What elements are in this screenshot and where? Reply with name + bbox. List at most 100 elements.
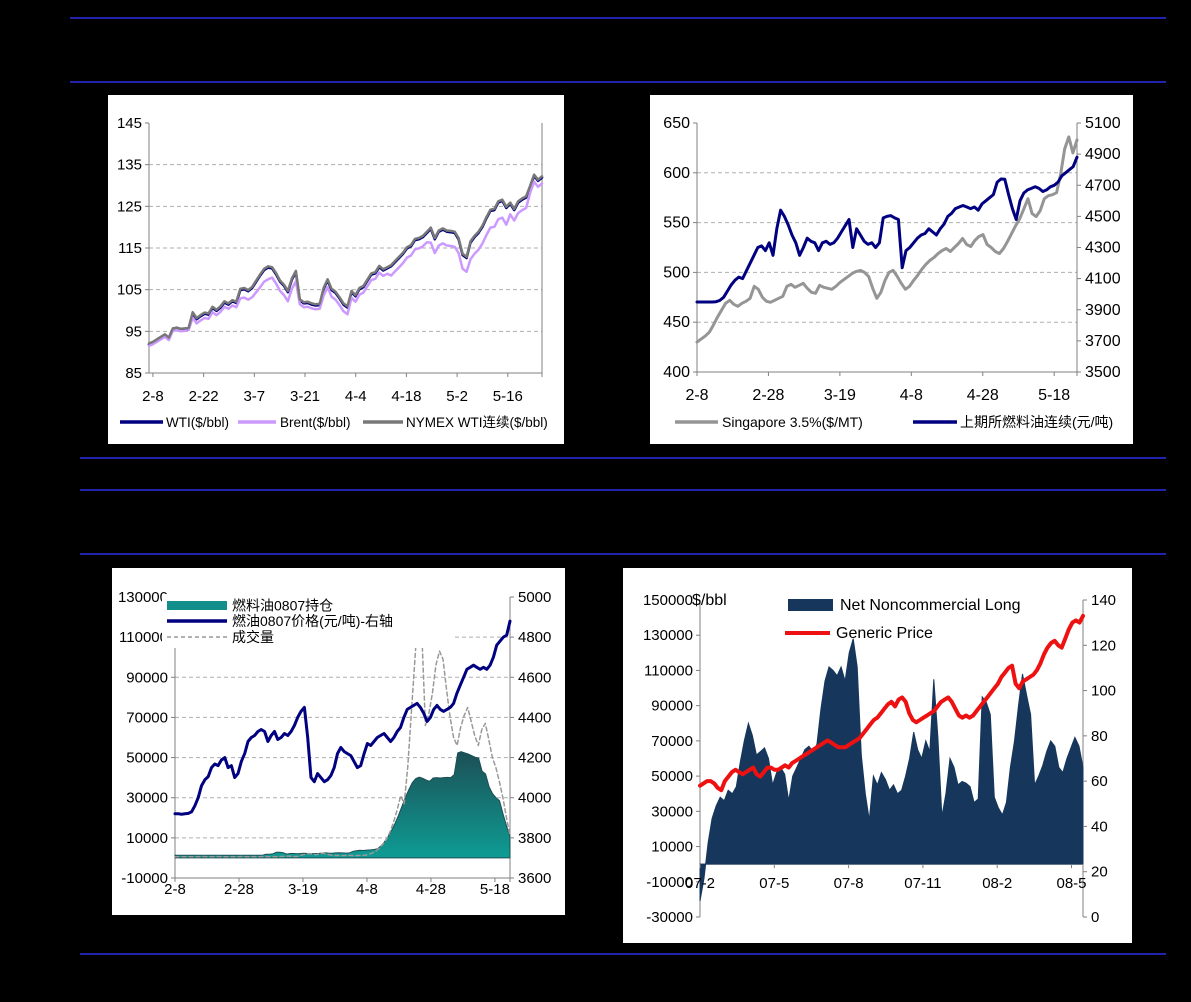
svg-text:08-5: 08-5 bbox=[1056, 875, 1086, 892]
separator-mid-3 bbox=[80, 553, 1166, 555]
svg-text:07-8: 07-8 bbox=[834, 875, 864, 892]
svg-text:50000: 50000 bbox=[126, 750, 168, 767]
svg-text:-30000: -30000 bbox=[646, 909, 693, 926]
singapore-shfe-chart: 650 600 550 500 450 400 5100 4900 4700 4500 4300 41… bbox=[663, 115, 1121, 430]
svg-text:5-18: 5-18 bbox=[1038, 387, 1070, 404]
svg-text:3500: 3500 bbox=[1085, 364, 1121, 381]
svg-text:2-8: 2-8 bbox=[142, 388, 164, 405]
svg-text:5-2: 5-2 bbox=[446, 388, 468, 405]
svg-text:120: 120 bbox=[1091, 637, 1116, 654]
svg-text:4-28: 4-28 bbox=[967, 387, 999, 404]
svg-text:4-28: 4-28 bbox=[416, 881, 446, 898]
svg-text:Generic Price: Generic Price bbox=[836, 625, 933, 642]
svg-text:650: 650 bbox=[663, 115, 690, 132]
svg-text:3600: 3600 bbox=[518, 870, 551, 887]
svg-text:4400: 4400 bbox=[518, 709, 551, 726]
svg-text:3-19: 3-19 bbox=[824, 387, 856, 404]
chart-panel-fuel-oil-spot-futures: 650 600 550 500 450 400 5100 4900 4700 4500 4300 41… bbox=[650, 95, 1133, 444]
svg-text:50000: 50000 bbox=[651, 768, 693, 785]
svg-text:4000: 4000 bbox=[518, 790, 551, 807]
svg-text:2-8: 2-8 bbox=[685, 387, 708, 404]
svg-text:95: 95 bbox=[125, 323, 142, 340]
svg-text:70000: 70000 bbox=[651, 733, 693, 750]
svg-text:105: 105 bbox=[117, 282, 142, 299]
svg-text:4500: 4500 bbox=[1085, 208, 1121, 225]
svg-text:3-7: 3-7 bbox=[243, 388, 265, 405]
separator-mid-1 bbox=[80, 457, 1166, 459]
svg-text:450: 450 bbox=[663, 314, 690, 331]
svg-text:500: 500 bbox=[663, 264, 690, 281]
svg-text:135: 135 bbox=[117, 157, 142, 174]
svg-text:燃料油0807持仓: 燃料油0807持仓 bbox=[232, 598, 333, 614]
svg-text:4300: 4300 bbox=[1085, 240, 1121, 257]
svg-text:125: 125 bbox=[117, 198, 142, 215]
svg-text:5-16: 5-16 bbox=[493, 388, 523, 405]
svg-text:2-28: 2-28 bbox=[752, 387, 784, 404]
svg-text:0: 0 bbox=[1091, 909, 1099, 926]
svg-text:08-2: 08-2 bbox=[982, 875, 1012, 892]
chart-panel-fuel-0807: 130000 110000 90000 70000 50000 30000 10000 -10… bbox=[112, 568, 565, 915]
separator-top-1 bbox=[70, 17, 1166, 19]
wti-brent-nymex-chart: 145 135 125 115 105 95 852-8 2-22 3-7 3-21 4-4 4-18… bbox=[117, 115, 548, 430]
svg-text:3700: 3700 bbox=[1085, 333, 1121, 350]
net-noncommercial-long-chart: 150000 130000 110000 90000 70000 50000 30000 10… bbox=[643, 592, 1116, 926]
svg-text:4-18: 4-18 bbox=[391, 388, 421, 405]
chart-panel-net-noncommercial: 150000 130000 110000 90000 70000 50000 30000 10… bbox=[623, 568, 1132, 943]
svg-text:20: 20 bbox=[1091, 864, 1108, 881]
svg-text:4700: 4700 bbox=[1085, 177, 1121, 194]
svg-text:2-8: 2-8 bbox=[164, 881, 186, 898]
svg-text:110000: 110000 bbox=[119, 629, 168, 646]
svg-text:85: 85 bbox=[125, 365, 142, 382]
svg-text:600: 600 bbox=[663, 165, 690, 182]
separator-mid-2 bbox=[80, 489, 1166, 491]
svg-text:115: 115 bbox=[118, 240, 142, 257]
svg-text:40: 40 bbox=[1091, 818, 1108, 835]
svg-text:5100: 5100 bbox=[1085, 115, 1121, 132]
svg-text:07-11: 07-11 bbox=[904, 875, 941, 892]
svg-text:130000: 130000 bbox=[118, 589, 168, 606]
svg-text:145: 145 bbox=[117, 115, 142, 132]
svg-text:4600: 4600 bbox=[518, 669, 551, 686]
svg-text:WTI($/bbl): WTI($/bbl) bbox=[166, 415, 229, 430]
svg-text:60: 60 bbox=[1091, 773, 1108, 790]
svg-text:550: 550 bbox=[663, 215, 690, 232]
svg-text:400: 400 bbox=[663, 364, 690, 381]
svg-text:100: 100 bbox=[1091, 683, 1116, 700]
svg-text:07-5: 07-5 bbox=[759, 875, 789, 892]
fuel-0807-position-price-volume-chart: 130000 110000 90000 70000 50000 30000 10000 -10… bbox=[118, 589, 551, 898]
svg-text:07-2: 07-2 bbox=[685, 875, 715, 892]
svg-text:$/bbl: $/bbl bbox=[692, 592, 727, 609]
svg-text:-10000: -10000 bbox=[121, 870, 168, 887]
svg-text:Singapore 3.5%($/MT): Singapore 3.5%($/MT) bbox=[722, 414, 863, 430]
svg-text:4200: 4200 bbox=[518, 750, 551, 767]
svg-text:110000: 110000 bbox=[644, 662, 693, 679]
svg-text:30000: 30000 bbox=[126, 790, 168, 807]
svg-text:10000: 10000 bbox=[126, 830, 168, 847]
svg-text:80: 80 bbox=[1091, 728, 1108, 745]
svg-text:燃油0807价格(元/吨)-右轴: 燃油0807价格(元/吨)-右轴 bbox=[232, 613, 393, 629]
svg-text:4800: 4800 bbox=[518, 629, 551, 646]
svg-text:上期所燃料油连续(元/吨): 上期所燃料油连续(元/吨) bbox=[960, 414, 1113, 430]
svg-text:3-19: 3-19 bbox=[288, 881, 318, 898]
svg-text:140: 140 bbox=[1091, 592, 1116, 609]
separator-top-2 bbox=[70, 81, 1166, 83]
svg-text:10000: 10000 bbox=[651, 839, 693, 856]
svg-text:150000: 150000 bbox=[643, 592, 693, 609]
svg-text:5-18: 5-18 bbox=[480, 881, 510, 898]
svg-text:4-8: 4-8 bbox=[356, 881, 378, 898]
chart-panel-crude-prices: 145 135 125 115 105 95 85 2-8 2-22 3-7 3-21 4-4 4-18… bbox=[108, 95, 564, 444]
svg-text:4-4: 4-4 bbox=[345, 388, 367, 405]
svg-text:130000: 130000 bbox=[643, 627, 693, 644]
svg-text:3900: 3900 bbox=[1085, 302, 1121, 319]
svg-text:90000: 90000 bbox=[126, 669, 168, 686]
svg-text:2-28: 2-28 bbox=[224, 881, 254, 898]
svg-text:Brent($/bbl): Brent($/bbl) bbox=[280, 415, 351, 430]
svg-text:70000: 70000 bbox=[126, 709, 168, 726]
svg-text:3800: 3800 bbox=[518, 830, 551, 847]
svg-text:-10000: -10000 bbox=[646, 874, 693, 891]
svg-text:NYMEX WTI连续($/bbl): NYMEX WTI连续($/bbl) bbox=[406, 415, 548, 430]
svg-text:Net Noncommercial Long: Net Noncommercial Long bbox=[840, 597, 1021, 614]
svg-text:30000: 30000 bbox=[651, 803, 693, 820]
separator-bottom bbox=[80, 953, 1166, 955]
svg-text:4100: 4100 bbox=[1085, 271, 1121, 288]
